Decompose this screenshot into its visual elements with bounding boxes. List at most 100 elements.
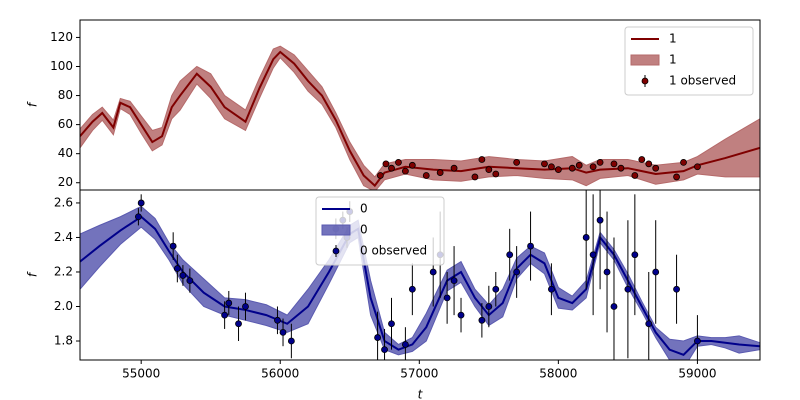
observed-point	[631, 172, 639, 179]
observed-point	[513, 158, 521, 166]
legend-label: 1	[669, 53, 677, 67]
legend-box	[624, 26, 754, 96]
observed-point	[443, 294, 451, 302]
legend-band-swatch	[630, 54, 660, 66]
observed-point	[274, 316, 281, 324]
observed-point	[179, 272, 187, 279]
observed-point	[541, 160, 548, 168]
observed-point	[617, 164, 625, 172]
observed-point	[589, 251, 597, 259]
y-tick-label: 1.8	[54, 334, 73, 348]
observed-point	[596, 216, 604, 224]
observed-point	[582, 234, 590, 241]
observed-point	[471, 173, 479, 181]
observed-point	[478, 156, 486, 163]
observed-point	[492, 170, 500, 178]
observed-point	[186, 277, 194, 285]
observed-point	[374, 334, 381, 341]
observed-point	[568, 164, 576, 172]
observed-point	[673, 285, 680, 293]
observed-point	[388, 320, 395, 328]
observed-point	[694, 163, 701, 171]
axes-frame	[79, 189, 761, 361]
plot-area	[80, 45, 760, 190]
observed-point	[169, 242, 177, 250]
observed-point	[173, 265, 181, 272]
x-axis-label: t	[418, 388, 424, 400]
observed-point	[548, 285, 555, 293]
observed-point	[492, 285, 500, 293]
observed-point	[242, 303, 249, 310]
observed-point	[554, 166, 562, 174]
observed-point	[137, 199, 145, 207]
observed-point	[673, 173, 680, 181]
observed-point	[652, 268, 660, 276]
observed-point	[376, 172, 384, 179]
observed-point	[388, 164, 395, 172]
legend-band-swatch	[321, 224, 351, 236]
x-tick-label: 59000	[678, 367, 716, 381]
observed-point	[610, 303, 618, 310]
observed-point	[638, 156, 646, 163]
legend-label: 1	[669, 32, 677, 46]
legend-point-swatch	[641, 77, 649, 85]
legend: 0 0 0 observed	[315, 196, 445, 266]
observed-point	[381, 346, 388, 354]
y-axis-label: f	[26, 271, 40, 277]
observed-point	[235, 320, 242, 328]
y-tick-label: 120	[50, 30, 73, 44]
observed-point	[513, 268, 521, 276]
legend-box	[315, 196, 445, 266]
observed-point	[589, 163, 597, 171]
observed-point	[694, 337, 701, 345]
y-tick-label: 2.6	[54, 195, 73, 209]
x-tick-label: 56000	[261, 367, 299, 381]
observed-point	[506, 251, 514, 259]
observed-point	[408, 285, 416, 293]
x-tick-label: 58000	[539, 367, 577, 381]
observed-point	[457, 311, 465, 319]
y-tick-label: 60	[58, 117, 73, 131]
observed-point	[478, 316, 486, 324]
observed-point	[603, 268, 611, 276]
y-tick-label: 2.0	[54, 299, 73, 313]
observed-point	[408, 161, 416, 169]
fit-line	[80, 50, 760, 188]
y-tick-label: 40	[58, 146, 73, 160]
observed-point	[287, 337, 295, 345]
y-tick-label: 100	[50, 59, 73, 73]
legend: 1 1 1 observed	[624, 26, 754, 96]
observed-point	[401, 341, 409, 348]
observed-point	[450, 164, 458, 172]
observed-point	[485, 303, 493, 310]
y-tick-label: 80	[58, 88, 73, 102]
observed-point	[652, 164, 660, 172]
legend-label: 0	[360, 202, 368, 216]
observed-point	[548, 163, 555, 171]
observed-point	[401, 167, 409, 175]
observed-point	[645, 160, 653, 168]
y-axis-label: f	[26, 101, 40, 107]
observed-point	[485, 166, 493, 174]
observed-point	[395, 158, 402, 166]
observed-point	[221, 311, 229, 319]
observed-point	[450, 277, 458, 285]
observed-point	[135, 213, 142, 221]
y-tick-label: 20	[58, 175, 73, 189]
x-tick-label: 57000	[400, 367, 438, 381]
observed-point	[610, 160, 618, 168]
legend-label: 0	[360, 223, 368, 237]
legend-point-swatch	[332, 247, 340, 255]
x-tick-label: 55000	[122, 367, 160, 381]
observed-point	[436, 169, 444, 176]
y-tick-label: 2.2	[54, 264, 73, 278]
observed-point	[225, 299, 233, 307]
confidence-band	[80, 45, 760, 190]
observed-point	[596, 158, 604, 166]
legend-label: 0 observed	[360, 244, 427, 258]
observed-point	[382, 160, 390, 168]
observed-point	[527, 242, 534, 250]
observed-point	[631, 251, 639, 259]
